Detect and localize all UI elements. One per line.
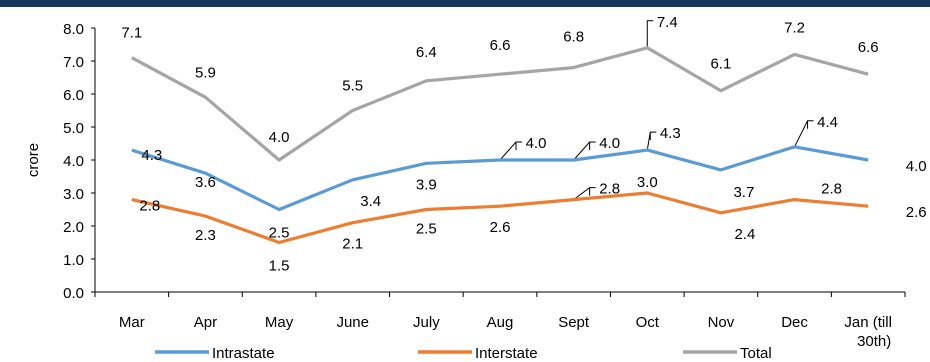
- data-label: 4.4: [817, 114, 838, 131]
- x-tick-label: Sept: [558, 314, 590, 331]
- legend-label: Total: [740, 345, 772, 362]
- legend-label: Interstate: [475, 345, 538, 362]
- data-label: 6.4: [416, 44, 437, 61]
- data-label: 5.9: [195, 64, 216, 81]
- y-tick-label: 1.0: [63, 252, 84, 269]
- y-tick-label: 3.0: [63, 186, 84, 203]
- data-label: 1.5: [269, 258, 290, 275]
- data-label: 7.1: [121, 25, 142, 42]
- data-label: 2.3: [195, 227, 216, 244]
- x-tick-label: Apr: [194, 314, 217, 331]
- data-label: 3.4: [360, 193, 381, 210]
- y-tick-label: 7.0: [63, 54, 84, 71]
- leader-line: [646, 20, 654, 48]
- x-tick-label: July: [413, 314, 440, 331]
- data-label: 2.6: [490, 219, 511, 236]
- data-label: 3.6: [195, 174, 216, 191]
- data-label: 2.6: [906, 204, 927, 221]
- data-label: 6.8: [563, 29, 584, 46]
- data-label: 4.0: [526, 135, 547, 152]
- y-axis-title: crore: [25, 143, 42, 177]
- data-label: 4.0: [599, 135, 620, 152]
- data-label: 2.5: [269, 225, 290, 242]
- series-line-intrastate: [131, 145, 869, 212]
- data-label: 4.0: [269, 129, 290, 146]
- x-tick-label: Mar: [119, 314, 145, 331]
- data-label: 4.0: [906, 158, 927, 175]
- legend: Intrastate Interstate Total: [155, 345, 772, 362]
- data-label: 6.1: [710, 56, 731, 73]
- series-line-interstate: [131, 191, 869, 245]
- x-tick-label: Oct: [636, 314, 660, 331]
- data-label: 2.8: [821, 181, 842, 198]
- data-label: 6.6: [490, 37, 511, 54]
- y-tick-label: 4.0: [63, 153, 84, 170]
- data-label: 3.0: [637, 174, 658, 191]
- leader-line: [646, 131, 657, 151]
- data-label: 2.5: [416, 221, 437, 238]
- x-tick-label: Aug: [487, 314, 514, 331]
- data-label: 2.4: [734, 226, 755, 243]
- x-tick-label: Jan (till 30th): [844, 314, 892, 350]
- series-line-total: [131, 46, 869, 162]
- data-label: 6.6: [858, 39, 879, 56]
- x-tick-label: Dec: [781, 314, 808, 331]
- data-labels: 4.3 3.6 2.5 3.4 3.9 4.0 4.0 4.3 3.7 4.4 4.0 2.8 2.3 1…: [121, 14, 926, 275]
- data-label: 2.1: [342, 236, 363, 253]
- data-label: 2.8: [599, 181, 620, 198]
- data-label: 7.2: [784, 19, 805, 36]
- data-label: 4.3: [660, 125, 681, 142]
- series-lines: [131, 46, 869, 245]
- label-leader-lines: [499, 20, 814, 200]
- leader-line: [573, 187, 596, 200]
- data-label: 5.5: [342, 78, 363, 95]
- leader-line: [794, 120, 814, 148]
- x-tick-label: May: [265, 314, 294, 331]
- y-tick-label: 0.0: [63, 285, 84, 302]
- x-tick-label: Nov: [708, 314, 735, 331]
- x-tick-label: June: [336, 314, 369, 331]
- y-tick-label: 2.0: [63, 219, 84, 236]
- data-label: 3.7: [733, 184, 754, 201]
- leader-line: [573, 141, 596, 161]
- leader-line: [499, 141, 522, 161]
- header-bar: [0, 0, 930, 7]
- data-label: 3.9: [416, 176, 437, 193]
- legend-label: Intrastate: [212, 345, 275, 362]
- data-label: 4.3: [141, 147, 162, 164]
- y-tick-label: 5.0: [63, 120, 84, 137]
- data-label: 2.8: [139, 198, 160, 215]
- axes: 0.0 1.0 2.0 3.0 4.0 5.0 6.0 7.0 8.0 Mar Apr May June…: [25, 21, 906, 350]
- y-tick-label: 8.0: [63, 21, 84, 38]
- data-label: 7.4: [657, 14, 678, 31]
- y-tick-label: 6.0: [63, 87, 84, 104]
